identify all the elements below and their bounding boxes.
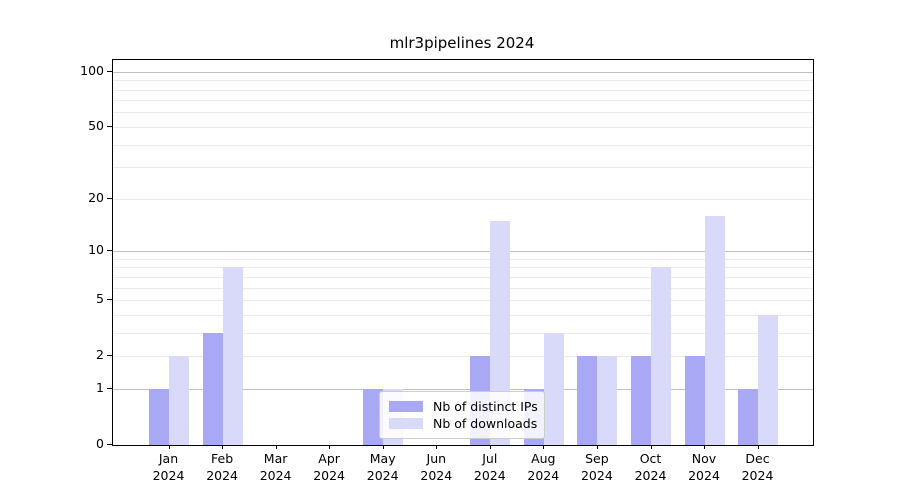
y-tick-2 [107,355,112,357]
legend-swatch-nb-of-distinct-ips [389,401,423,412]
bar-nb-of-downloads-aug [543,332,564,445]
gridline-y-100 [113,71,813,73]
gridline-y-8 [113,267,813,269]
x-tick-label-nov: Nov 2024 [688,451,720,483]
x-tick-dec [757,445,759,449]
y-tick-1 [107,387,112,389]
gridline-y-50 [113,126,813,128]
bar-nb-of-distinct-ips-nov [684,356,705,445]
gridline-y-70 [113,100,813,102]
x-tick-jan [168,445,170,449]
gridline-y-9 [113,258,813,260]
gridline-y-3 [113,332,813,334]
bar-nb-of-distinct-ips-feb [202,332,223,445]
y-tick-10 [107,250,112,251]
x-tick-mar [275,445,277,449]
x-tick-nov [704,445,705,449]
bar-nb-of-distinct-ips-dec [738,388,758,445]
y-tick-label-5: 5 [96,291,104,306]
bar-nb-of-downloads-jan [169,356,189,445]
x-tick-label-jan: Jan 2024 [152,451,185,483]
y-tick-label-50: 50 [88,117,104,133]
gridline-y-90 [113,80,813,82]
bar-nb-of-downloads-feb [222,267,243,445]
gridline-y-60 [113,112,813,114]
x-tick-may [382,445,384,449]
y-tick-20 [107,197,112,199]
x-tick-label-dec: Dec 2024 [741,451,774,483]
legend-row-nb-of-downloads: Nb of downloads [389,415,538,432]
legend-swatch-nb-of-downloads [389,418,423,429]
bar-nb-of-distinct-ips-sep [577,356,598,445]
x-tick-sep [596,445,598,449]
x-tick-apr [329,445,331,449]
bar-nb-of-downloads-oct [651,267,671,445]
x-tick-jun [436,445,438,449]
x-tick-label-feb: Feb 2024 [206,451,238,483]
bar-nb-of-distinct-ips-jan [149,388,169,445]
plot-area [112,59,814,446]
x-tick-jul [489,445,491,449]
y-tick-0 [107,444,112,445]
x-tick-label-oct: Oct 2024 [634,451,667,483]
x-tick-label-jun: Jun 2024 [420,451,453,483]
gridline-y-2 [113,356,813,358]
gridline-y-30 [113,167,813,169]
x-tick-label-sep: Sep 2024 [580,451,613,483]
gridline-y-40 [113,144,813,146]
gridline-y-7 [113,276,813,278]
y-tick-5 [107,299,112,300]
x-tick-label-may: May 2024 [366,451,399,483]
chart-title: mlr3pipelines 2024 [389,34,535,52]
x-tick-label-mar: Mar 2024 [259,451,292,483]
bar-nb-of-downloads-dec [758,314,778,445]
bar-nb-of-distinct-ips-oct [631,356,651,445]
y-tick-label-10: 10 [88,242,104,257]
legend-label-nb-of-downloads: Nb of downloads [433,416,538,431]
legend-row-nb-of-distinct-ips: Nb of distinct IPs [389,398,538,415]
bar-nb-of-downloads-jul [490,220,511,445]
gridline-y-20 [113,198,813,200]
bar-nb-of-distinct-ips-may [363,388,384,445]
bar-nb-of-downloads-sep [597,356,618,445]
y-tick-100 [107,70,112,72]
x-tick-label-apr: Apr 2024 [313,451,345,483]
y-tick-label-20: 20 [88,189,104,205]
gridline-y-80 [113,89,813,91]
x-tick-oct [650,445,652,449]
legend: Nb of distinct IPs Nb of downloads [379,391,545,439]
gridline-y-1 [113,388,813,390]
y-tick-50 [107,125,112,127]
x-tick-label-aug: Aug 2024 [527,451,560,483]
gridline-y-10 [113,251,813,252]
bar-nb-of-downloads-nov [704,215,725,445]
y-tick-label-0: 0 [96,436,104,451]
gridline-y-6 [113,287,813,289]
x-tick-label-jul: Jul 2024 [473,451,506,483]
gridline-y-4 [113,314,813,316]
y-tick-label-1: 1 [96,379,104,395]
y-tick-label-100: 100 [80,62,104,78]
y-tick-label-2: 2 [96,347,104,363]
gridline-y-5 [113,300,813,301]
legend-label-nb-of-distinct-ips: Nb of distinct IPs [433,399,538,414]
x-tick-aug [543,445,545,449]
x-tick-feb [222,445,224,449]
